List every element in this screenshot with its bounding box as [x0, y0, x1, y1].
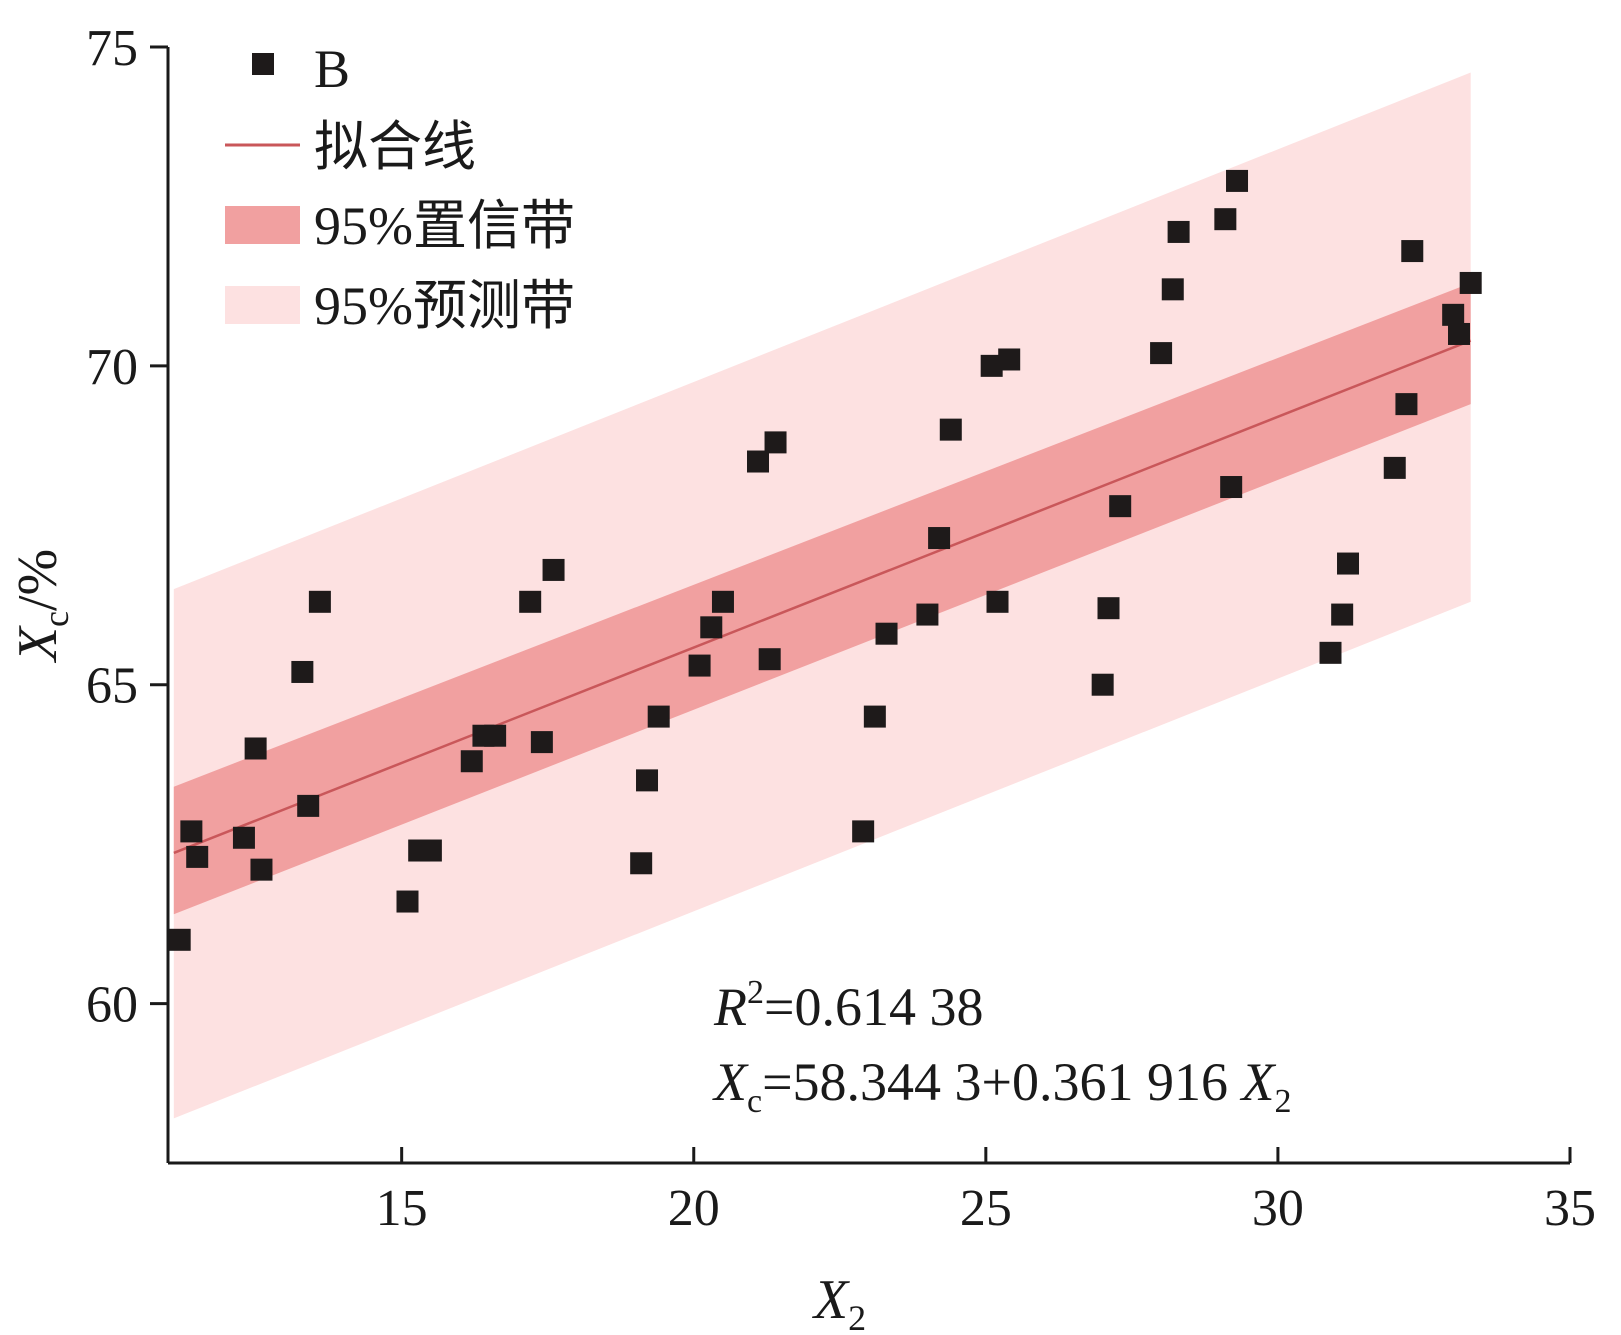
x-tick-label: 25 — [960, 1180, 1012, 1237]
x-tick-label: 30 — [1252, 1180, 1304, 1237]
y-tick-label: 70 — [86, 339, 138, 396]
data-point — [1214, 208, 1237, 231]
legend-label-fit-line: 拟合线 — [314, 117, 476, 177]
y-tick-label: 60 — [86, 977, 138, 1034]
legend-label-confidence: 95%置信带 — [314, 196, 575, 256]
legend-label-prediction: 95%预测带 — [314, 276, 575, 336]
data-point — [980, 354, 1003, 377]
data-point — [636, 769, 659, 792]
confidence-band — [173, 283, 1471, 915]
data-point — [530, 731, 553, 754]
data-point — [852, 820, 875, 843]
data-point — [484, 724, 507, 747]
data-point — [1109, 495, 1132, 518]
legend-label-points: B — [314, 39, 350, 99]
data-point — [630, 852, 653, 875]
data-point — [1167, 220, 1190, 243]
data-point — [1319, 641, 1342, 664]
y-tick-label: 65 — [86, 658, 138, 715]
data-point — [747, 450, 770, 473]
data-point — [764, 431, 787, 454]
data-point — [232, 826, 255, 849]
ticks-layer: 15 20 25 30 35 60 65 70 75 — [86, 20, 1596, 1237]
data-point — [647, 705, 670, 728]
data-point — [1220, 476, 1243, 499]
data-point — [250, 858, 273, 881]
data-point — [1401, 240, 1424, 263]
x-tick-label: 15 — [376, 1180, 428, 1237]
legend-swatch-confidence — [225, 206, 300, 244]
data-point — [688, 654, 711, 677]
data-point — [998, 348, 1021, 371]
regression-equation: Xc=58.344 3+0.361 916 X2 — [712, 1052, 1292, 1120]
data-point — [519, 590, 542, 613]
data-point — [863, 705, 886, 728]
data-point — [986, 590, 1009, 613]
data-point — [244, 737, 267, 760]
data-point — [1161, 278, 1184, 301]
data-point — [297, 794, 320, 817]
data-point — [916, 603, 939, 626]
data-point — [460, 750, 483, 773]
legend-swatch-prediction — [225, 286, 300, 324]
data-point — [168, 928, 191, 951]
data-point — [1442, 303, 1465, 326]
data-point — [700, 616, 723, 639]
data-point — [291, 660, 314, 683]
data-point — [875, 622, 898, 645]
r-squared-annotation: R2=0.614 38 — [713, 974, 983, 1037]
data-point — [1331, 603, 1354, 626]
data-point — [1226, 169, 1249, 192]
data-point — [186, 845, 209, 868]
data-point — [1097, 597, 1120, 620]
x-tick-label: 35 — [1544, 1180, 1596, 1237]
data-point — [542, 558, 565, 581]
data-point — [1383, 456, 1406, 479]
data-point — [419, 839, 442, 862]
legend-marker-points — [252, 53, 274, 75]
data-point — [758, 648, 781, 671]
data-point — [1448, 322, 1471, 345]
fit-line-layer — [173, 339, 1472, 855]
data-point — [1459, 271, 1482, 294]
data-point — [396, 890, 419, 913]
data-point — [1395, 393, 1418, 416]
y-axis-title: Xc/% — [7, 549, 76, 663]
data-point — [928, 527, 951, 550]
data-points-layer — [168, 169, 1482, 951]
data-point — [180, 820, 203, 843]
data-point — [939, 418, 962, 441]
data-point — [308, 590, 331, 613]
data-point — [1091, 673, 1114, 696]
x-axis-title: X2 — [812, 1269, 866, 1335]
data-point — [711, 590, 734, 613]
y-tick-label: 75 — [86, 20, 138, 77]
data-point — [1337, 552, 1360, 575]
data-point — [1150, 342, 1173, 365]
fit-line — [173, 339, 1472, 855]
legend: B 拟合线 95%置信带 95%预测带 — [225, 39, 575, 336]
x-tick-label: 20 — [668, 1180, 720, 1237]
